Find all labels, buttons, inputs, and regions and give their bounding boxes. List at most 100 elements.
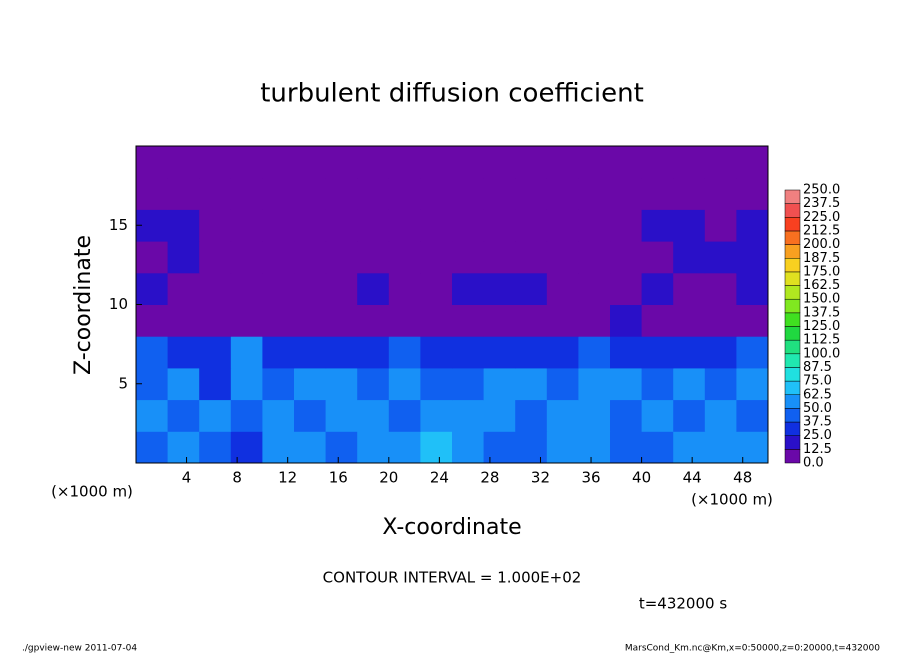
colorbar-box bbox=[784, 258, 801, 273]
heat-cell bbox=[357, 209, 390, 242]
heat-cell bbox=[199, 272, 232, 305]
y-tick-label: 15 bbox=[109, 216, 128, 234]
heat-cell bbox=[167, 241, 200, 274]
heat-cell bbox=[546, 177, 579, 210]
x-tick-label: 48 bbox=[733, 469, 752, 487]
colorbar-box bbox=[784, 326, 801, 341]
heat-cell bbox=[294, 431, 327, 464]
y-tick-label: 5 bbox=[118, 374, 128, 392]
heat-cell bbox=[704, 431, 737, 464]
chart-title: turbulent diffusion coefficient bbox=[260, 79, 644, 109]
heat-cell bbox=[578, 431, 611, 464]
heat-cell bbox=[294, 399, 327, 432]
heat-cell bbox=[262, 209, 295, 242]
heat-cell bbox=[546, 272, 579, 305]
colorbar-box bbox=[784, 380, 801, 396]
heat-cell bbox=[262, 146, 295, 179]
heat-cell bbox=[230, 336, 263, 369]
heat-cell bbox=[388, 146, 421, 179]
heat-cell bbox=[294, 304, 327, 337]
heat-cell bbox=[578, 241, 611, 274]
heat-cell bbox=[673, 272, 706, 305]
colorbar-label: 50.0 bbox=[803, 401, 832, 416]
heat-cell bbox=[515, 367, 548, 401]
heat-cell bbox=[199, 399, 232, 432]
footer-left: ./gpview-new 2011-07-04 bbox=[22, 644, 137, 654]
heat-cell bbox=[641, 272, 674, 305]
heat-cell bbox=[136, 336, 169, 369]
heat-cell bbox=[673, 177, 706, 210]
colorbar-box bbox=[784, 271, 801, 286]
heat-cell bbox=[167, 399, 200, 432]
heat-cell bbox=[641, 209, 674, 242]
heat-cell bbox=[357, 241, 390, 274]
heat-cell bbox=[736, 241, 769, 274]
heat-cell bbox=[136, 304, 169, 337]
colorbar-box bbox=[784, 203, 801, 218]
heat-cell bbox=[167, 146, 200, 179]
colorbar-label: 0.0 bbox=[803, 456, 824, 471]
heat-cell bbox=[262, 272, 295, 305]
heat-cell bbox=[641, 241, 674, 274]
heat-cell bbox=[420, 177, 453, 210]
colorbar-label: 25.0 bbox=[803, 428, 832, 443]
heat-cell bbox=[578, 146, 611, 179]
heat-cell bbox=[610, 146, 643, 179]
heat-cell bbox=[136, 241, 169, 274]
heat-cell bbox=[452, 431, 485, 464]
heat-cell bbox=[420, 272, 453, 305]
heat-cell bbox=[483, 209, 516, 242]
heat-cell bbox=[325, 367, 358, 401]
heat-cell bbox=[262, 431, 295, 464]
heat-cell bbox=[199, 146, 232, 179]
heat-cell bbox=[483, 431, 516, 464]
heat-cell bbox=[578, 272, 611, 305]
heat-cell bbox=[736, 209, 769, 242]
heat-cell bbox=[736, 272, 769, 305]
heat-cell bbox=[483, 177, 516, 210]
time-label: t=432000 s bbox=[639, 595, 727, 613]
x-axis-label: X-coordinate bbox=[382, 515, 521, 540]
heat-cell bbox=[388, 304, 421, 337]
heat-cell bbox=[294, 367, 327, 401]
heat-cell bbox=[704, 146, 737, 179]
heat-cell bbox=[578, 367, 611, 401]
heat-cell bbox=[610, 304, 643, 337]
heat-cell bbox=[704, 209, 737, 242]
x-tick-label: 24 bbox=[430, 469, 449, 487]
heat-cell bbox=[673, 304, 706, 337]
heat-cell bbox=[610, 399, 643, 432]
colorbar-label: 75.0 bbox=[803, 374, 832, 389]
colorbar-label: 162.5 bbox=[803, 278, 840, 293]
heat-cell bbox=[452, 367, 485, 401]
heat-cell bbox=[704, 336, 737, 369]
heat-cell bbox=[736, 367, 769, 401]
colorbar-label: 37.5 bbox=[803, 415, 832, 430]
colorbar-label: 212.5 bbox=[803, 223, 840, 238]
colorbar-label: 125.0 bbox=[803, 319, 840, 334]
y-tick-label: 10 bbox=[109, 295, 128, 313]
colorbar-box bbox=[784, 230, 801, 245]
heat-cell bbox=[673, 241, 706, 274]
heat-cell bbox=[673, 336, 706, 369]
heat-cell bbox=[167, 177, 200, 210]
heat-cell bbox=[515, 146, 548, 179]
heat-cell bbox=[578, 304, 611, 337]
heat-cell bbox=[452, 241, 485, 274]
heat-cell bbox=[357, 272, 390, 305]
heat-cell bbox=[704, 367, 737, 401]
x-tick-label: 40 bbox=[632, 469, 651, 487]
heat-cell bbox=[262, 367, 295, 401]
y-unit: (×1000 m) bbox=[51, 483, 133, 501]
heat-cell bbox=[199, 367, 232, 401]
heat-cell bbox=[230, 241, 263, 274]
heat-cell bbox=[610, 431, 643, 464]
heat-cell bbox=[325, 209, 358, 242]
heat-cell bbox=[673, 146, 706, 179]
heat-cell bbox=[294, 336, 327, 369]
heat-cell bbox=[641, 336, 674, 369]
x-tick-label: 20 bbox=[379, 469, 398, 487]
heat-cell bbox=[230, 431, 263, 464]
heat-cell bbox=[578, 399, 611, 432]
heat-cell bbox=[136, 177, 169, 210]
